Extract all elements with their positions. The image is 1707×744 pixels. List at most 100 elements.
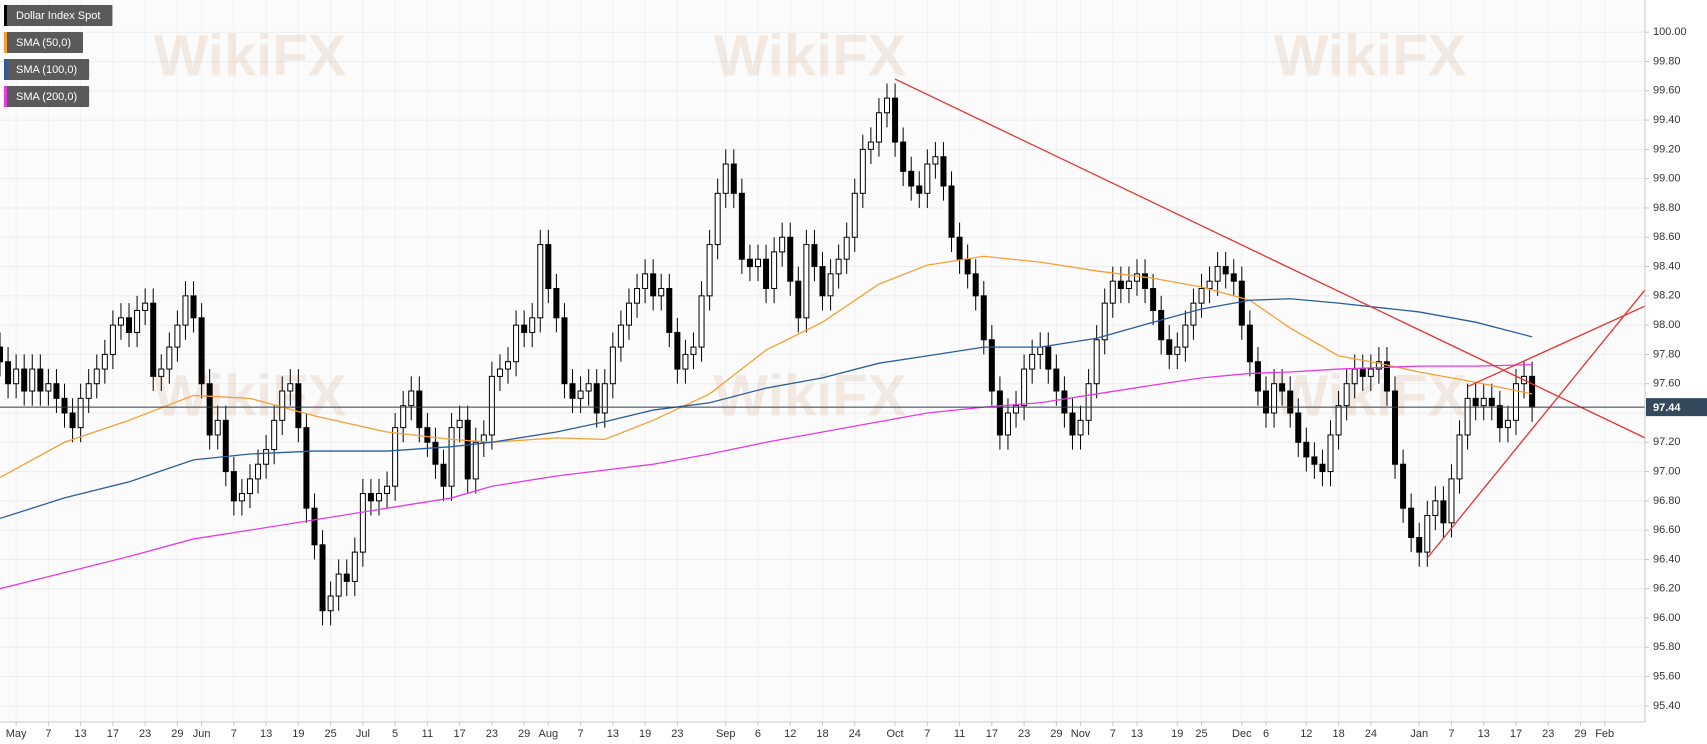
y-tick-label: 99.00 bbox=[1653, 173, 1681, 185]
candle-body bbox=[577, 390, 584, 399]
legend: Dollar Index Spot SMA (50,0) SMA (100,0) SM… bbox=[4, 5, 113, 107]
candle bbox=[1190, 288, 1197, 340]
candle bbox=[13, 354, 20, 399]
candle-body bbox=[61, 397, 68, 414]
y-tick-label: 98.20 bbox=[1653, 290, 1681, 302]
candle bbox=[561, 303, 568, 399]
candle-body bbox=[134, 309, 141, 333]
candle-body bbox=[1117, 280, 1124, 290]
candle-body bbox=[851, 192, 858, 238]
watermark: WikiFX bbox=[714, 363, 907, 428]
candle-body bbox=[892, 97, 899, 143]
candle bbox=[1198, 273, 1205, 318]
grid bbox=[0, 31, 1645, 707]
y-tick-label: 98.60 bbox=[1653, 231, 1681, 243]
candle bbox=[730, 149, 737, 208]
candle-body bbox=[642, 273, 649, 290]
candle-body bbox=[1448, 478, 1455, 524]
candle bbox=[279, 376, 286, 435]
candle-body bbox=[1182, 324, 1189, 348]
candle bbox=[1504, 405, 1511, 443]
candle-body bbox=[698, 295, 705, 348]
y-tick-label: 97.80 bbox=[1653, 348, 1681, 360]
candle bbox=[198, 303, 205, 399]
candle bbox=[166, 332, 173, 384]
x-tick-label: Nov bbox=[1071, 728, 1091, 740]
candle-body bbox=[932, 156, 939, 165]
candle-body bbox=[763, 258, 770, 290]
candle-body bbox=[1077, 419, 1084, 436]
candle bbox=[601, 369, 608, 428]
candle bbox=[746, 244, 753, 282]
candle bbox=[150, 288, 157, 392]
candle bbox=[174, 310, 181, 362]
candle bbox=[53, 369, 60, 413]
candle bbox=[392, 412, 399, 501]
candle bbox=[1408, 493, 1415, 553]
candle-body bbox=[819, 266, 826, 297]
candle-body bbox=[158, 368, 165, 377]
candle-body bbox=[1246, 324, 1253, 363]
candle-body bbox=[1311, 456, 1318, 465]
candle-body bbox=[867, 141, 874, 150]
candle bbox=[1125, 266, 1132, 304]
candle-body bbox=[964, 258, 971, 275]
candle-body bbox=[609, 346, 616, 385]
candle-body bbox=[37, 368, 44, 392]
candle-body bbox=[1206, 280, 1213, 290]
candle-body bbox=[1271, 383, 1278, 414]
y-tick-label: 98.80 bbox=[1653, 202, 1681, 214]
candle-body bbox=[988, 339, 995, 392]
legend-swatch bbox=[4, 32, 7, 53]
x-tick-label: 11 bbox=[954, 728, 965, 740]
candle bbox=[1013, 391, 1020, 428]
candle bbox=[1093, 325, 1100, 399]
x-tick-label: 7 bbox=[45, 728, 51, 740]
candle bbox=[367, 478, 374, 516]
x-tick-label: Jul bbox=[356, 728, 370, 740]
candle-body bbox=[722, 163, 729, 194]
legend-box bbox=[4, 86, 90, 107]
x-tick-label: 7 bbox=[924, 728, 930, 740]
x-tick-label: 13 bbox=[260, 728, 272, 740]
x-tick-label: 17 bbox=[1510, 728, 1522, 740]
candle bbox=[875, 98, 882, 157]
candle-body bbox=[787, 236, 794, 282]
trendline bbox=[1467, 305, 1645, 388]
candle-body bbox=[93, 368, 100, 385]
candle-body bbox=[972, 273, 979, 297]
candle-body bbox=[1150, 288, 1157, 311]
candle bbox=[0, 332, 3, 377]
candle-body bbox=[319, 544, 326, 612]
candle-body bbox=[1456, 434, 1463, 480]
x-tick-label: 7 bbox=[231, 728, 237, 740]
candle bbox=[472, 427, 479, 494]
candle-body bbox=[1287, 390, 1294, 414]
candle bbox=[658, 273, 665, 311]
x-tick-label: 12 bbox=[784, 728, 796, 740]
candle-body bbox=[327, 595, 334, 612]
x-tick-label: 23 bbox=[1542, 728, 1554, 740]
candle bbox=[1480, 383, 1487, 421]
x-tick-label: 29 bbox=[171, 728, 183, 740]
candle-body bbox=[1230, 273, 1237, 282]
candle bbox=[246, 464, 253, 509]
candle-body bbox=[1279, 383, 1286, 392]
candle bbox=[230, 456, 237, 516]
x-tick-label: Jan bbox=[1410, 728, 1428, 740]
candle-body bbox=[916, 185, 923, 194]
y-tick-label: 96.00 bbox=[1653, 612, 1681, 624]
candle bbox=[690, 332, 697, 370]
candle bbox=[238, 478, 245, 516]
candle bbox=[182, 281, 189, 340]
candle bbox=[996, 376, 1003, 450]
candle bbox=[843, 222, 850, 274]
x-tick-label: 29 bbox=[1050, 728, 1062, 740]
candle-body bbox=[392, 427, 399, 487]
candle-body bbox=[1303, 441, 1310, 458]
candle bbox=[408, 376, 415, 421]
candle-body bbox=[674, 331, 681, 370]
candle bbox=[77, 383, 84, 443]
candle-body bbox=[440, 463, 447, 487]
